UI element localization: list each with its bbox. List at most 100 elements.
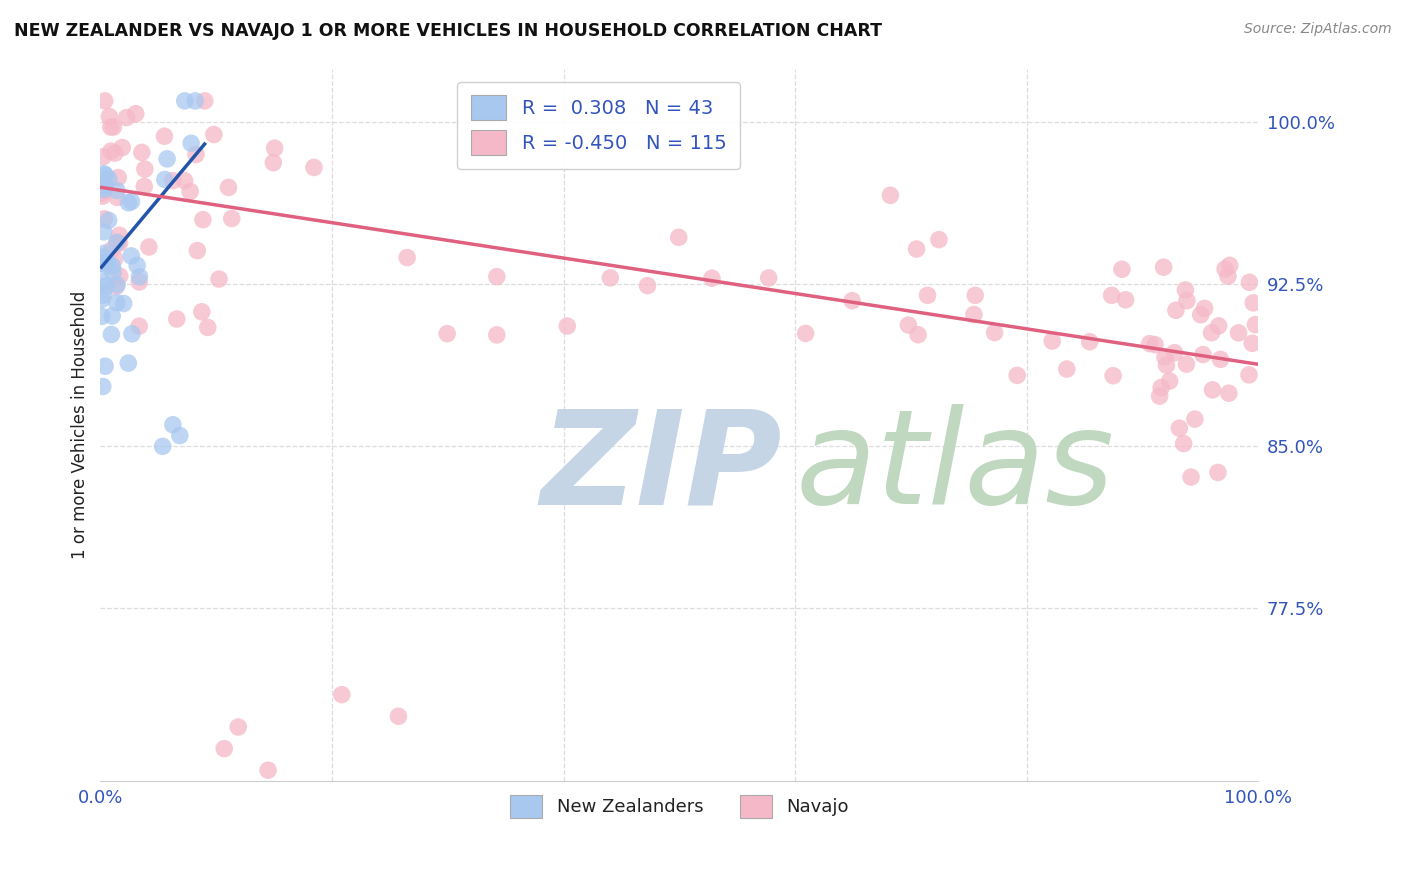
Point [134,179,156,194]
Point [94,278,117,293]
Point [1159,374,1181,388]
Point [897,318,920,332]
Y-axis label: 1 or more Vehicles in Household: 1 or more Vehicles in Household [72,291,89,559]
Point [162,417,184,432]
Point [983,326,1005,340]
Point [1237,368,1260,382]
Point [1040,334,1063,348]
Point [1139,336,1161,351]
Point [396,251,419,265]
Point [1206,466,1229,480]
Point [156,152,179,166]
Point [965,288,987,302]
Point [93,246,115,260]
Text: Source: ZipAtlas.com: Source: ZipAtlas.com [1244,22,1392,37]
Point [184,94,207,108]
Point [226,720,249,734]
Point [963,308,986,322]
Point [1239,276,1261,290]
Point [103,120,125,134]
Point [1156,358,1178,372]
Point [668,230,690,244]
Point [104,252,127,266]
Point [794,326,817,341]
Point [221,211,243,226]
Point [1192,348,1215,362]
Point [218,180,240,194]
Point [94,359,117,374]
Point [111,140,134,154]
Point [302,161,325,175]
Point [1078,334,1101,349]
Point [125,106,148,120]
Point [263,141,285,155]
Point [107,235,129,250]
Point [1219,258,1241,272]
Point [1208,318,1230,333]
Point [90,186,112,201]
Point [180,136,202,151]
Point [112,296,135,310]
Point [91,275,114,289]
Point [91,189,114,203]
Point [100,120,122,134]
Point [1149,389,1171,403]
Point [117,356,139,370]
Point [1101,288,1123,302]
Point [841,293,863,308]
Point [1163,345,1185,359]
Point [115,111,138,125]
Point [108,228,131,243]
Point [101,265,124,279]
Point [1143,337,1166,351]
Point [96,259,118,273]
Point [93,211,115,226]
Point [105,190,128,204]
Point [100,243,122,257]
Point [1241,336,1264,351]
Point [917,288,939,302]
Point [637,278,659,293]
Point [105,184,128,198]
Point [153,172,176,186]
Point [1173,436,1195,450]
Point [108,236,131,251]
Point [1115,293,1137,307]
Point [98,110,121,124]
Point [1209,352,1232,367]
Point [1102,368,1125,383]
Point [191,305,214,319]
Point [162,174,184,188]
Point [138,240,160,254]
Point [485,269,508,284]
Point [212,741,235,756]
Point [1216,269,1239,284]
Point [1227,326,1250,340]
Point [907,327,929,342]
Point [90,256,112,270]
Point [93,288,115,302]
Point [153,129,176,144]
Point [700,271,723,285]
Point [1194,301,1216,316]
Point [128,319,150,334]
Point [127,259,149,273]
Point [184,147,207,161]
Point [330,688,353,702]
Point [186,244,208,258]
Point [94,179,117,194]
Point [1154,350,1177,364]
Point [194,94,217,108]
Point [1005,368,1028,383]
Point [104,146,127,161]
Point [117,195,139,210]
Point [101,309,124,323]
Point [173,94,195,108]
Point [1218,386,1240,401]
Point [97,172,120,186]
Point [202,128,225,142]
Point [197,320,219,334]
Point [91,250,114,264]
Point [121,326,143,341]
Point [928,233,950,247]
